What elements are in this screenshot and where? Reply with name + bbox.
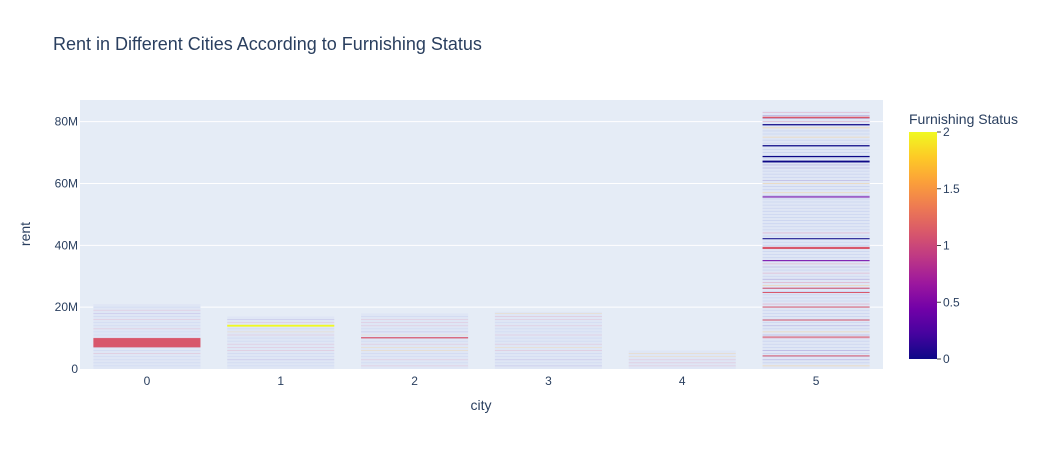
bar-segment[interactable] [762, 246, 870, 250]
colorbar-tick-label: 0.5 [943, 295, 960, 309]
bar-segment[interactable] [762, 319, 870, 321]
x-tick-label: 0 [144, 374, 151, 388]
x-axis-label: city [471, 397, 492, 413]
bar-segment[interactable] [762, 196, 870, 198]
bar-segment[interactable] [762, 238, 870, 240]
bar-segment[interactable] [762, 355, 870, 357]
y-tick-label: 20M [55, 300, 78, 314]
bar-segment[interactable] [762, 287, 870, 289]
x-tick-label: 1 [277, 374, 284, 388]
y-tick-label: 60M [55, 176, 78, 190]
bar[interactable] [93, 304, 201, 369]
y-tick-labels: 0 20M 40M 60M 80M [55, 115, 79, 376]
bar-segment[interactable] [762, 292, 870, 294]
bar-segment[interactable] [361, 337, 469, 339]
bar-segment[interactable] [762, 116, 870, 119]
colorbar-tick-labels: 0 0.5 1 1.5 2 [937, 125, 960, 366]
x-tick-label: 4 [679, 374, 686, 388]
bar-segment[interactable] [227, 324, 335, 327]
bar[interactable] [227, 316, 335, 369]
bar-segment[interactable] [762, 160, 870, 163]
y-tick-label: 0 [71, 362, 78, 376]
x-tick-label: 3 [545, 374, 552, 388]
bar-segment[interactable] [762, 260, 870, 262]
colorbar-tick-label: 2 [943, 125, 950, 139]
bar-segment[interactable] [762, 145, 870, 147]
chart-title: Rent in Different Cities According to Fu… [53, 34, 482, 54]
bar-segment[interactable] [762, 336, 870, 338]
bar-segment[interactable] [762, 155, 870, 158]
bar-segment[interactable] [93, 338, 201, 348]
bar-segment[interactable] [762, 124, 870, 126]
bar-segment[interactable] [762, 306, 870, 308]
x-tick-label: 5 [813, 374, 820, 388]
colorbar-tick-label: 1.5 [943, 182, 960, 196]
colorbar-title: Furnishing Status [909, 111, 1018, 127]
x-tick-label: 2 [411, 374, 418, 388]
y-tick-label: 40M [55, 238, 78, 252]
colorbar[interactable] [909, 132, 937, 359]
x-tick-labels: 0 1 2 3 4 5 [144, 374, 820, 388]
y-tick-label: 80M [55, 115, 78, 129]
colorbar-tick-label: 0 [943, 352, 950, 366]
bar-stack-lines [93, 111, 870, 367]
y-axis-label: rent [17, 222, 33, 246]
plot-background [80, 100, 883, 369]
y-gridlines [80, 121, 883, 308]
bar[interactable] [494, 311, 602, 369]
colorbar-tick-label: 1 [943, 239, 950, 253]
